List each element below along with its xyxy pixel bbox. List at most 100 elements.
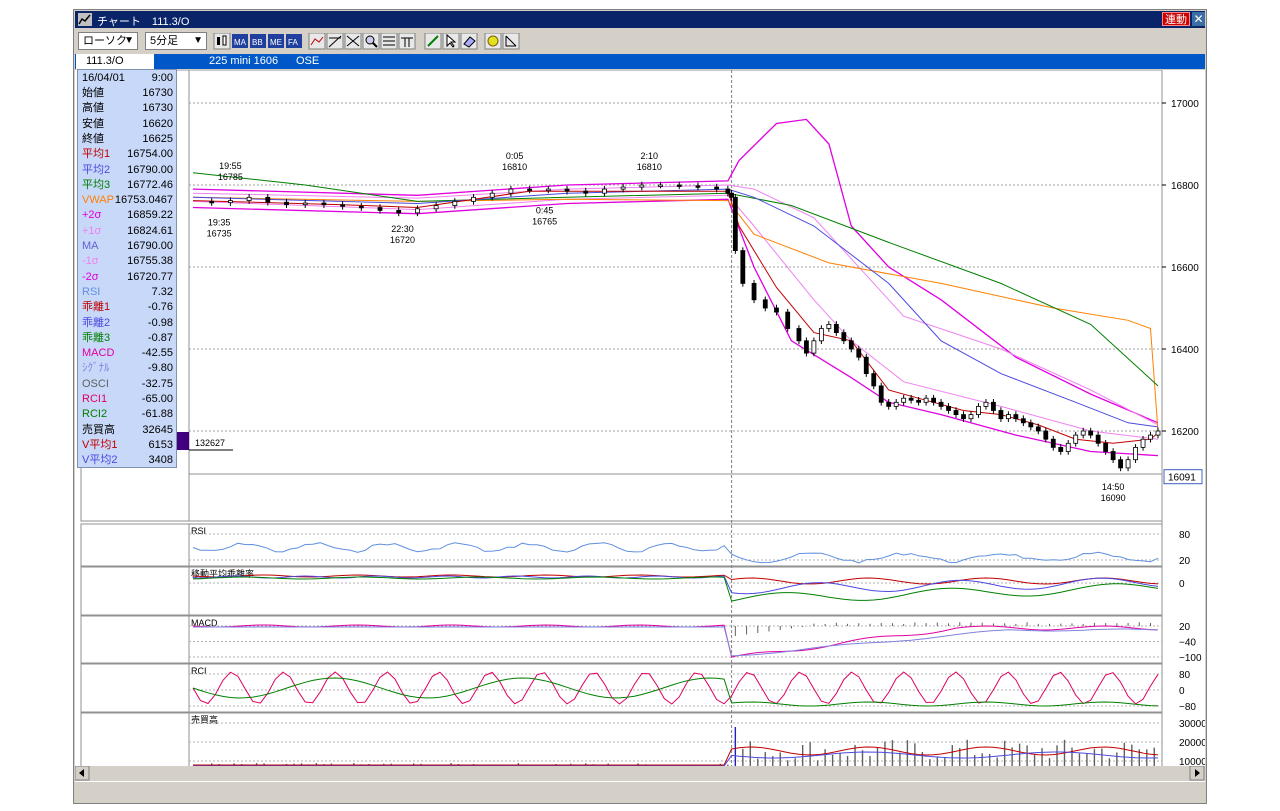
- info-date-row: 16/04/01 9:00: [81, 71, 175, 86]
- candle-body: [1088, 430, 1094, 436]
- rci2-line: [192, 677, 1159, 707]
- info-row: 乖離1 -0.76: [81, 300, 175, 315]
- vwap-line: [192, 196, 1159, 432]
- candle-body: [340, 204, 346, 207]
- candle-body: [968, 414, 974, 420]
- ma-button[interactable]: MA: [232, 34, 248, 48]
- chevron-right-icon: [1195, 769, 1200, 777]
- info-label: 平均3: [82, 178, 111, 191]
- interval-select[interactable]: 5分足 ▼: [145, 32, 207, 50]
- nav-icon[interactable]: [502, 33, 520, 50]
- candle-body: [1058, 446, 1064, 452]
- chart-area[interactable]: 19:55 16785 19:35 16735 22:30 16720 0:05 16810 0…: [75, 69, 1207, 795]
- info-panel: 16/04/01 9:00 始値 16730 高値 16730 安値 16620 終値 166…: [77, 69, 177, 468]
- info-label: 乖離2: [82, 316, 111, 329]
- horizontal-scrollbar[interactable]: [75, 766, 1205, 781]
- bb-label: BB: [252, 38, 263, 47]
- line-tool-icon[interactable]: [308, 33, 326, 50]
- candle-body: [284, 201, 289, 206]
- candle-body: [740, 250, 746, 284]
- info-value: -32.75: [141, 377, 173, 390]
- price-annotation-value: 16090: [1101, 493, 1126, 503]
- info-label: 終値: [82, 132, 104, 145]
- candle-body: [1095, 434, 1101, 444]
- ticker-name: 225 mini 1606: [209, 55, 279, 67]
- candle-body: [946, 405, 951, 411]
- eraser-icon[interactable]: [460, 33, 478, 50]
- info-label: 平均1: [82, 148, 111, 161]
- me-button[interactable]: ME: [268, 34, 284, 48]
- candle-body: [751, 282, 757, 301]
- info-value: 16754.00: [127, 148, 173, 161]
- info-label: 始値: [82, 87, 104, 99]
- fa-label: FA: [288, 38, 298, 47]
- bb-button[interactable]: BB: [250, 34, 266, 48]
- fib-icon[interactable]: [326, 33, 344, 50]
- info-value: 3408: [148, 454, 173, 467]
- candle-body: [1148, 434, 1153, 440]
- hline-icon[interactable]: [398, 33, 416, 50]
- chevron-down-icon: ▼: [193, 35, 203, 46]
- info-value: 16824.61: [127, 224, 173, 237]
- candle-body: [658, 184, 663, 187]
- price-annotation-time: 14:50: [1102, 482, 1125, 492]
- indicator-tick-label: 0: [1179, 686, 1185, 697]
- close-icon[interactable]: ✕: [1192, 12, 1205, 26]
- price-tick-label: 16800: [1171, 181, 1199, 192]
- candle-body: [246, 196, 252, 201]
- pointer-icon[interactable]: [442, 33, 460, 50]
- fa-button[interactable]: FA: [286, 34, 302, 48]
- candle-body: [676, 184, 682, 187]
- pen-icon[interactable]: [424, 33, 442, 50]
- ticker-code[interactable]: 111.3/O: [76, 54, 154, 69]
- zoom-icon[interactable]: [362, 33, 380, 50]
- candle-body: [639, 184, 645, 188]
- candle-body: [1140, 438, 1146, 448]
- candle-body: [433, 205, 439, 210]
- candle-body: [998, 410, 1004, 420]
- candle-body: [265, 196, 271, 203]
- info-label: 売買高: [82, 423, 115, 436]
- candle-body: [1155, 430, 1161, 436]
- candle-body: [878, 385, 884, 403]
- print-icon[interactable]: [484, 33, 502, 50]
- info-label: -1σ: [82, 255, 99, 268]
- candle-body: [209, 200, 215, 204]
- cross-icon[interactable]: [344, 33, 362, 50]
- info-label: -2σ: [82, 270, 99, 283]
- candle-body: [931, 397, 936, 403]
- chevron-down-icon: ▼: [124, 35, 134, 46]
- candle-body: [602, 188, 607, 194]
- ma3-line: [192, 172, 1159, 387]
- grid-icon[interactable]: [380, 33, 398, 50]
- candle-body: [1125, 459, 1131, 469]
- candle-body: [1050, 438, 1056, 448]
- candle-body: [1110, 451, 1116, 461]
- info-label: 平均2: [82, 163, 111, 176]
- indicator-label: RCI: [191, 666, 207, 676]
- candle-body: [1080, 430, 1086, 436]
- candle-body: [886, 401, 892, 407]
- price-annotation-time: 2:10: [641, 151, 659, 161]
- candle-body: [725, 188, 731, 194]
- candle-body: [1035, 426, 1041, 432]
- info-value: 16620: [142, 117, 173, 130]
- price-annotation-value: 16765: [532, 216, 557, 226]
- link-toggle-button[interactable]: 連動: [1162, 12, 1190, 26]
- info-value: -0.76: [147, 301, 173, 314]
- price-annotation-time: 19:35: [208, 218, 231, 228]
- current-price-label: 16091: [1168, 473, 1196, 484]
- candle-body: [489, 192, 495, 198]
- indicator-tick-label: 80: [1179, 670, 1191, 681]
- current-price-box: [1163, 469, 1203, 485]
- candle-body: [302, 202, 308, 206]
- info-row: +1σ 16824.61: [81, 224, 175, 239]
- info-value: 16730: [142, 102, 173, 115]
- indicator-tick-label: −40: [1179, 638, 1196, 649]
- bb-upper1-line: [192, 184, 1159, 426]
- chart-type-select[interactable]: ローソク ▼: [78, 32, 138, 50]
- candle-icon[interactable]: [213, 33, 231, 50]
- indicator-tick-label: 30000: [1179, 719, 1205, 730]
- chart-panel-frame: [80, 69, 1163, 522]
